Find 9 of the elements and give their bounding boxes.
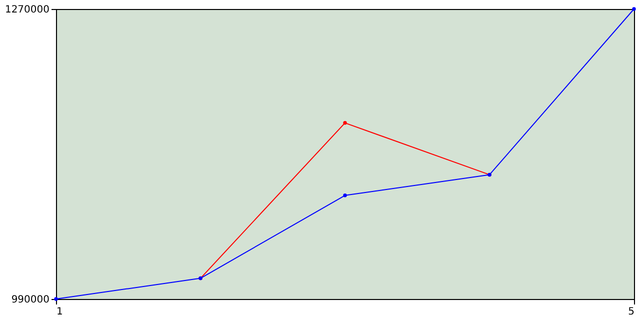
x-tick-label: 5	[628, 306, 634, 318]
point	[343, 121, 347, 125]
line-series	[54, 7, 636, 301]
point	[343, 194, 347, 198]
x-tick-label: 1	[56, 306, 63, 318]
point	[54, 297, 58, 301]
y-tick-label: 1270000	[4, 4, 50, 16]
point	[632, 7, 636, 11]
y-tick-label: 990000	[11, 294, 50, 306]
